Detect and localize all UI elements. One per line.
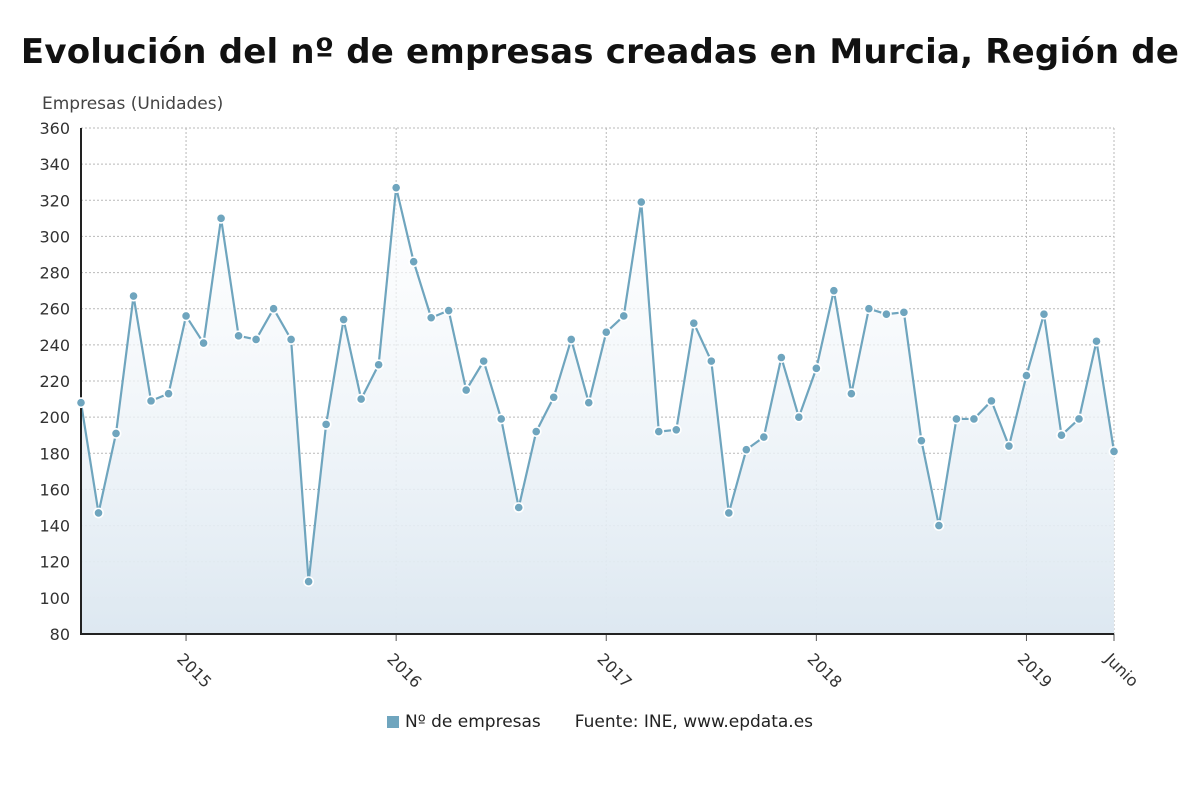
data-point[interactable]: 2015-05: 243: [250, 334, 262, 345]
data-point[interactable]: 2016-09: 192: [530, 426, 542, 437]
legend-swatch-icon: [386, 716, 399, 728]
y-tick-label: 360: [39, 119, 70, 138]
data-point[interactable]: 2017-09: 182: [740, 444, 752, 456]
y-tick-label: 220: [39, 372, 70, 391]
data-point[interactable]: 2017-10: 189: [758, 431, 770, 443]
data-point[interactable]: 2019-05: 242: [1091, 335, 1102, 347]
data-point[interactable]: 2016-04: 259: [443, 305, 455, 316]
data-point[interactable]: 2019-01: 223: [1021, 370, 1032, 381]
y-tick-label: 340: [39, 155, 70, 174]
data-point[interactable]: 2017-08: 147: [723, 507, 735, 519]
data-point[interactable]: 2019-02: 257: [1038, 308, 1050, 320]
x-tick-label: 2016: [383, 649, 425, 691]
area-layer: [79, 186, 1116, 634]
y-tick-label: 260: [39, 300, 70, 319]
data-point[interactable]: 2017-11: 233: [775, 352, 787, 363]
data-point[interactable]: 2019-04: 199: [1073, 413, 1085, 425]
x-tick-label: 2018: [804, 649, 846, 691]
data-point[interactable]: 2018-07: 187: [916, 435, 927, 447]
data-point[interactable]: 2018-12: 184: [1003, 440, 1015, 452]
data-point[interactable]: 2016-01: 327: [390, 182, 402, 194]
y-tick-label: 320: [39, 191, 70, 210]
data-point[interactable]: 2016-06: 231: [478, 355, 490, 367]
data-point[interactable]: 2016-07: 199: [495, 413, 507, 425]
x-tick-label: 2017: [593, 649, 635, 691]
chart-title: Evolución del nº de empresas creadas en …: [20, 32, 1180, 72]
y-tick-label: 280: [39, 264, 70, 283]
y-tick-label: 100: [39, 589, 70, 608]
y-tick-label: 80: [50, 625, 70, 644]
data-point[interactable]: 2015-10: 254: [338, 314, 350, 325]
data-point[interactable]: 2015-12: 229: [373, 359, 385, 371]
data-point[interactable]: 2017-07: 231: [705, 355, 717, 367]
y-axis-title: Empresas (Unidades): [42, 94, 224, 114]
data-point[interactable]: 2017-04: 192: [653, 426, 665, 437]
data-point[interactable]: 2017-12: 200: [793, 411, 805, 423]
data-point[interactable]: 2018-02: 270: [828, 285, 840, 297]
x-tick-label: 2019: [1014, 649, 1056, 691]
data-point[interactable]: 2018-04: 260: [863, 303, 875, 315]
x-tick-label: 2015: [173, 649, 215, 691]
data-point[interactable]: 2018-05: 257: [880, 308, 892, 320]
source-note: Fuente: INE, www.epdata.es: [574, 712, 814, 732]
y-tick-label: 300: [39, 227, 70, 246]
data-point[interactable]: 2018-08: 140: [933, 520, 945, 531]
data-point[interactable]: 2017-06: 252: [688, 317, 700, 329]
y-tick-label: 180: [39, 444, 70, 463]
data-point[interactable]: 2018-06: 258: [898, 306, 910, 318]
data-point[interactable]: 2017-01: 247: [600, 326, 612, 338]
data-point[interactable]: 2015-07: 243: [285, 334, 297, 345]
data-point[interactable]: 2017-02: 256: [618, 310, 630, 322]
y-tick-label: 160: [39, 480, 70, 499]
series-area: [81, 187, 1114, 634]
data-point[interactable]: 2015-02: 241: [198, 337, 209, 349]
data-point[interactable]: 2015-09: 196: [320, 418, 332, 430]
y-tick-label: 240: [39, 336, 70, 355]
legend-series-label[interactable]: Nº de empresas: [404, 712, 541, 732]
data-point[interactable]: 2018-01: 227: [810, 362, 822, 374]
data-point[interactable]: 2016-02: 286: [408, 256, 420, 268]
data-point[interactable]: 2015-03: 310: [215, 212, 227, 224]
data-point[interactable]: 2017-03: 319: [635, 196, 647, 208]
data-point[interactable]: 2015-04: 245: [233, 330, 244, 342]
y-tick-label: 120: [39, 553, 70, 572]
data-point[interactable]: 2015-11: 210: [355, 393, 367, 405]
data-point[interactable]: 2017-05: 193: [670, 424, 682, 436]
data-point[interactable]: 2018-09: 199: [951, 413, 962, 425]
data-point[interactable]: 2018-10: 199: [968, 413, 980, 425]
legend: Nº de empresas Fuente: INE, www.epdata.e…: [0, 712, 1200, 732]
x-tick-label: Junio: [1100, 649, 1142, 691]
data-point[interactable]: 2016-11: 243: [565, 334, 577, 345]
data-point[interactable]: 2015-08: 109: [303, 576, 315, 587]
data-point[interactable]: 2019-03: 190: [1056, 429, 1067, 441]
data-point[interactable]: 2016-05: 215: [460, 384, 472, 396]
y-tick-label: 140: [39, 517, 70, 536]
data-point[interactable]: 2015-06: 260: [268, 303, 279, 315]
data-point[interactable]: 2016-08: 150: [513, 502, 525, 513]
data-point[interactable]: 2018-03: 213: [845, 388, 857, 400]
data-point[interactable]: 2015-01: 256: [180, 310, 192, 322]
data-point[interactable]: 2016-12: 208: [583, 397, 595, 409]
data-point[interactable]: 2016-03: 255: [425, 312, 437, 324]
data-point[interactable]: 2019-06: 181: [1108, 446, 1120, 457]
data-point[interactable]: 2016-10: 211: [548, 391, 560, 403]
data-point[interactable]: 2018-11: 209: [986, 395, 997, 407]
y-tick-label: 200: [39, 408, 70, 427]
axis-layer: [80, 128, 1115, 641]
